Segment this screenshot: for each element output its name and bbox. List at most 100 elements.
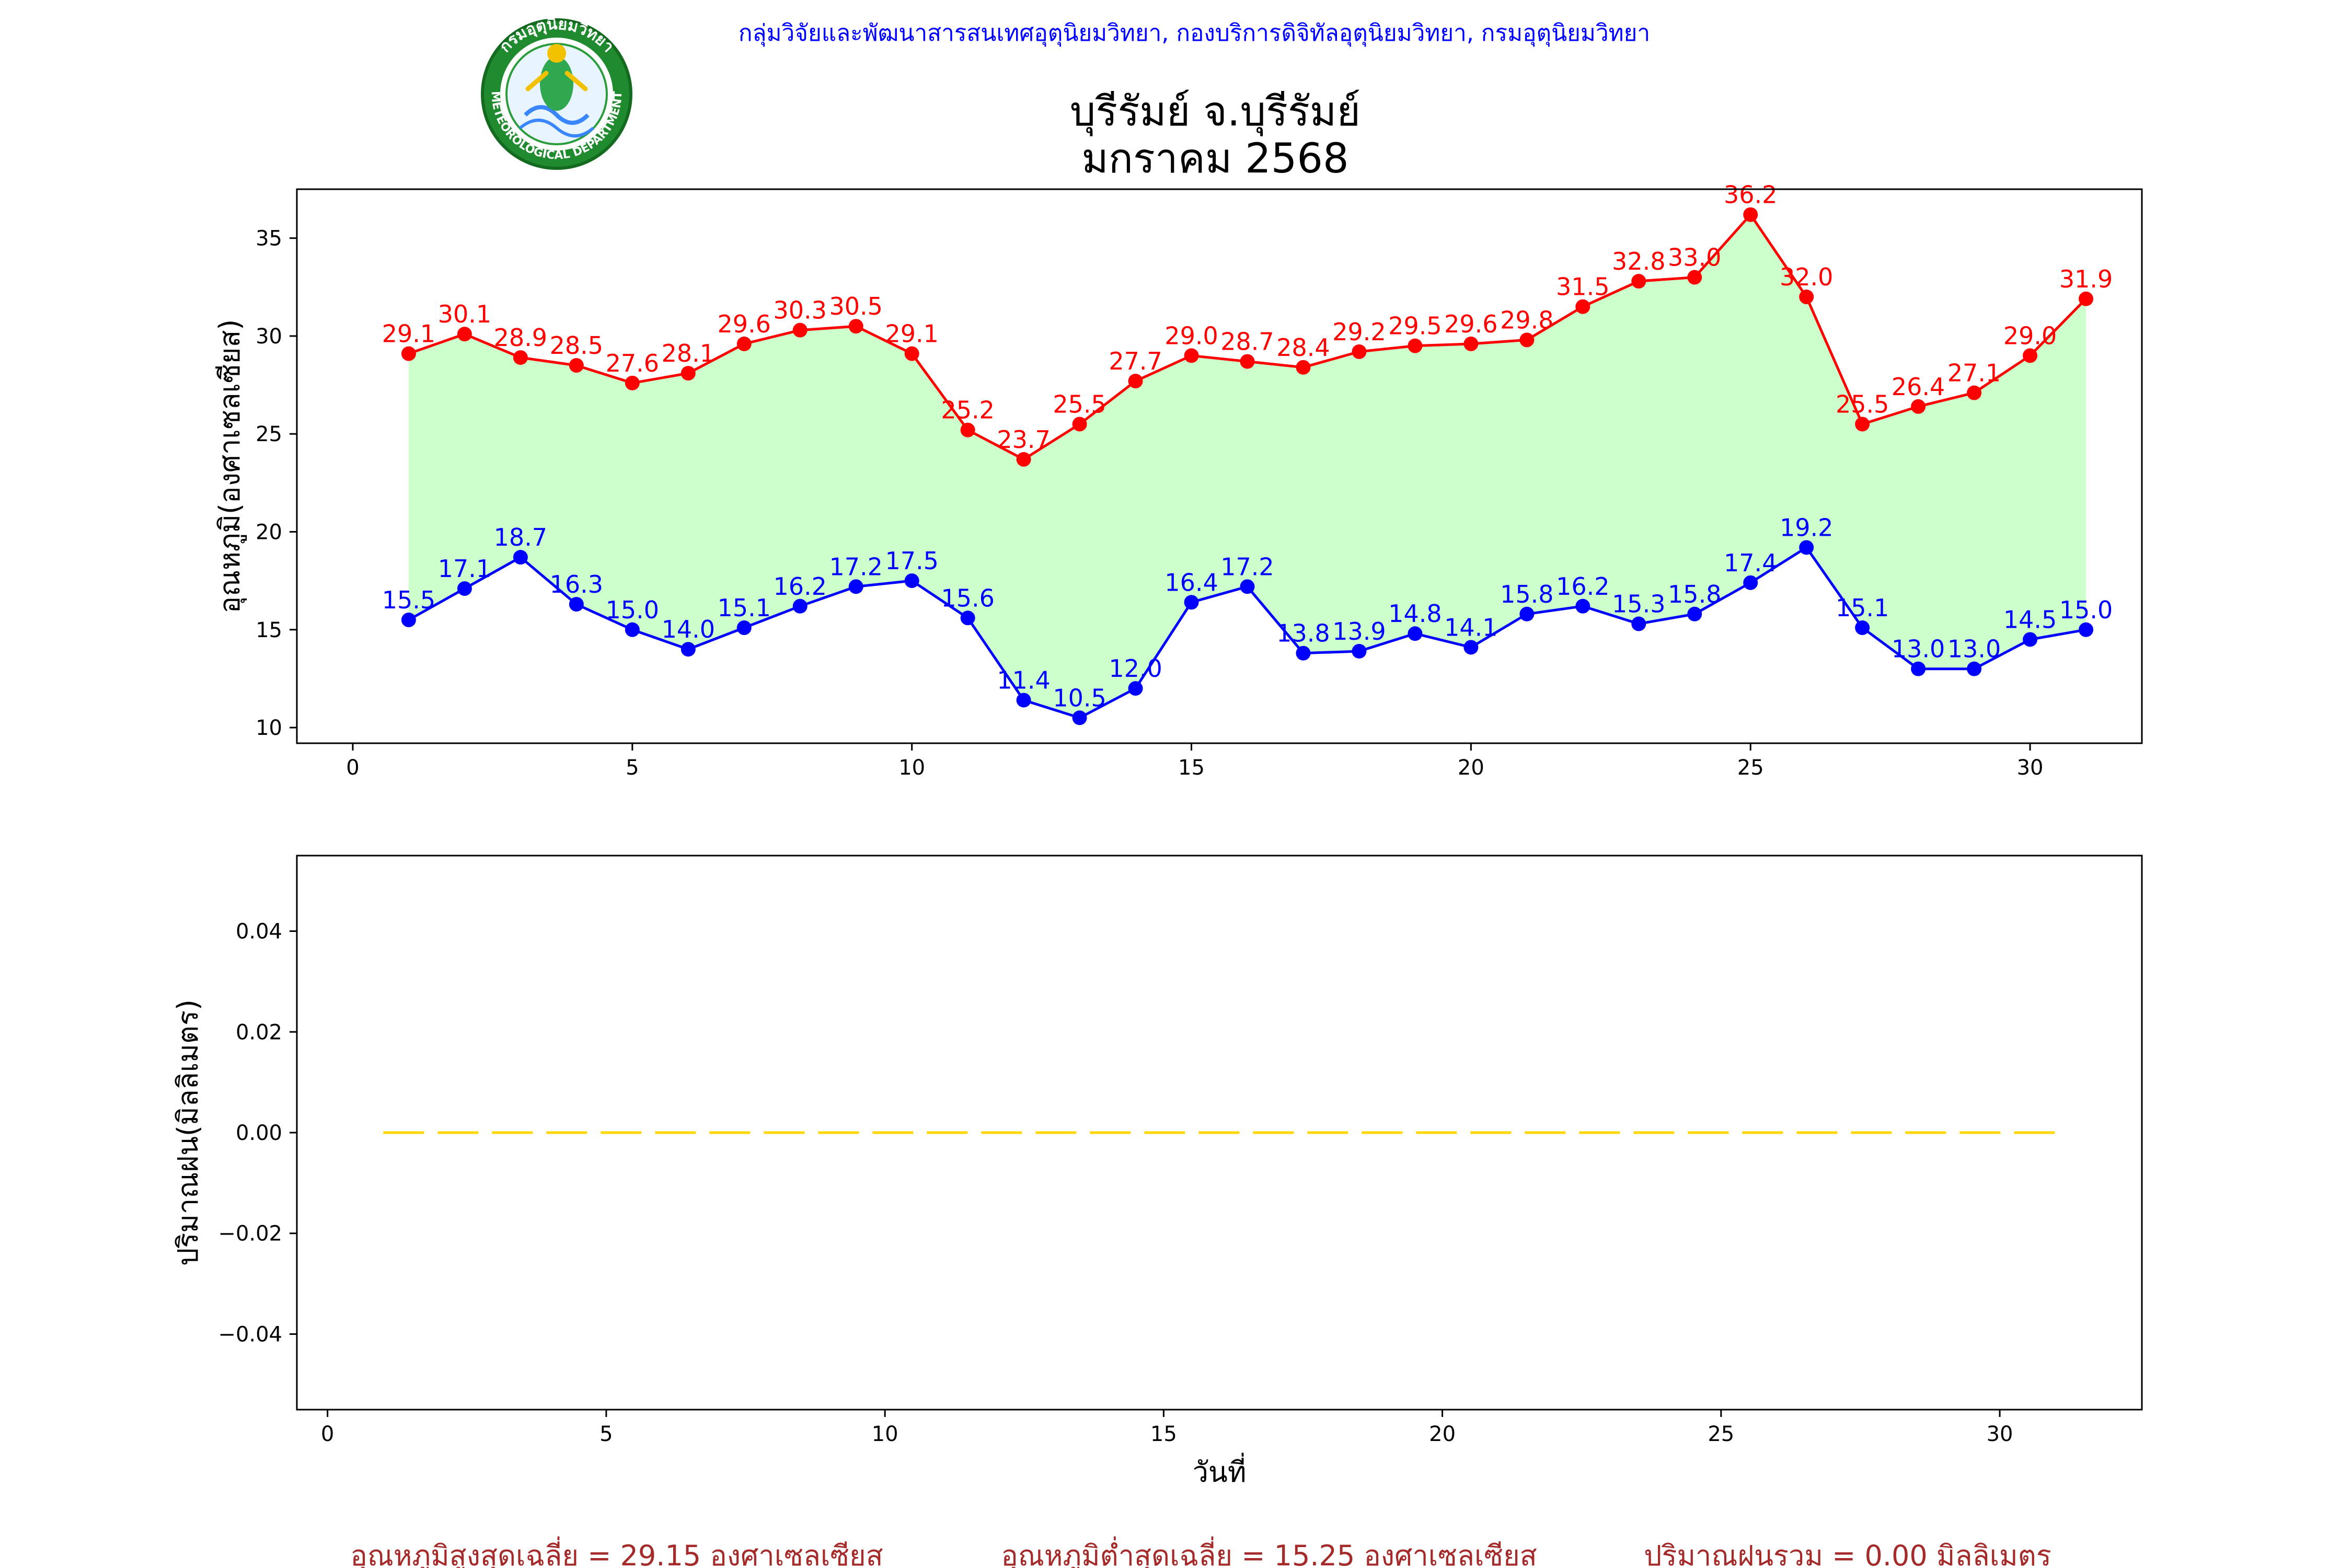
min-temp-data-label: 14.1 — [1444, 613, 1497, 641]
min-temp-data-label: 15.8 — [1500, 580, 1553, 608]
min-temp-point — [1408, 626, 1423, 641]
max-temp-data-label: 29.8 — [1500, 306, 1553, 334]
max-temp-point — [1687, 270, 1702, 285]
rainfall-y-axis: −0.04 −0.02 0.00 0.02 0.04 — [218, 920, 297, 1346]
max-temp-data-label: 29.1 — [382, 320, 435, 348]
min-temp-data-label: 17.2 — [1220, 552, 1274, 581]
min-temp-point — [1352, 643, 1367, 659]
min-temp-data-label: 11.4 — [997, 666, 1050, 695]
max-temp-point — [848, 319, 863, 334]
min-temp-point — [1687, 606, 1702, 621]
max-temp-data-label: 29.5 — [1388, 312, 1442, 340]
x-tick-label: 10 — [872, 1422, 898, 1446]
tmd-logo: กรมอุตุนิยมวิทยา METEOROLOGICAL DEPARTME… — [481, 15, 632, 170]
temperature-fill-area — [408, 214, 2086, 718]
max-temp-point — [960, 422, 975, 437]
max-temp-data-label: 28.4 — [1276, 333, 1330, 362]
min-temp-data-label: 13.0 — [1947, 635, 2001, 663]
max-temp-data-label: 29.0 — [2003, 321, 2057, 350]
max-temp-point — [1855, 417, 1870, 432]
temperature-plot: 29.130.128.9 28.527.6 28.129.6 30.3 30.529.1… — [213, 181, 2143, 780]
max-temp-point — [1352, 344, 1367, 359]
x-tick-label: 20 — [1429, 1422, 1456, 1446]
max-temp-data-label: 30.3 — [774, 296, 827, 325]
max-temp-point — [1296, 360, 1311, 375]
min-temp-point — [625, 622, 640, 637]
chart-title-line2: มกราคม 2568 — [1081, 135, 1348, 182]
max-temp-point — [569, 358, 584, 373]
max-temp-data-label: 27.7 — [1109, 347, 1162, 375]
min-temp-data-label: 12.0 — [1109, 654, 1162, 683]
max-temp-point — [513, 350, 528, 365]
min-temp-point — [1519, 606, 1535, 621]
min-temp-data-label: 16.2 — [774, 572, 827, 601]
min-temp-data-label: 15.1 — [718, 594, 771, 622]
temperature-markers — [401, 207, 2094, 725]
max-temp-data-label: 28.1 — [662, 339, 715, 367]
min-temp-point — [2079, 622, 2094, 637]
min-temp-point — [1463, 640, 1479, 655]
max-temp-data-label: 27.6 — [606, 349, 659, 377]
temperature-x-axis: 0 5 10 15 20 25 30 — [346, 743, 2044, 780]
max-temp-point — [1072, 417, 1087, 432]
max-temp-data-label: 28.9 — [494, 324, 547, 352]
min-temp-data-label: 13.8 — [1276, 619, 1330, 648]
y-tick-label: −0.04 — [218, 1322, 282, 1346]
min-temp-data-label: 15.3 — [1612, 590, 1665, 618]
min-temp-point — [1296, 645, 1311, 661]
max-temp-data-label: 33.0 — [1668, 244, 1721, 272]
max-temp-point — [625, 375, 640, 390]
temperature-y-axis: 10 15 20 25 30 35 — [256, 227, 297, 740]
min-temp-data-label: 15.1 — [1836, 594, 1889, 622]
min-temp-data-label: 17.1 — [438, 555, 491, 583]
y-tick-label: 0.00 — [236, 1121, 282, 1145]
max-temp-data-label: 25.2 — [941, 396, 994, 424]
total-rain-summary: ปริมาณฝนรวม = 0.00 มิลลิเมตร — [1644, 1539, 2051, 1568]
min-temp-point — [681, 642, 696, 657]
max-temp-data-label: 29.1 — [885, 320, 938, 348]
min-temp-data-label: 10.5 — [1053, 684, 1106, 712]
rainfall-plot: 0 5 10 15 20 25 30 −0.04 −0.02 0.00 0.02 0.04 ปริม… — [171, 855, 2143, 1489]
max-temp-point — [2079, 291, 2094, 306]
max-temp-data-label: 32.8 — [1612, 247, 1665, 275]
min-temp-data-label: 14.5 — [2003, 605, 2057, 633]
max-temp-point — [1128, 374, 1143, 389]
min-temp-point — [457, 581, 472, 596]
y-tick-label: 0.02 — [236, 1020, 282, 1044]
min-temp-point — [401, 613, 416, 628]
x-tick-label: 5 — [626, 756, 639, 780]
max-temp-point — [1408, 338, 1423, 353]
min-temp-data-label: 14.0 — [662, 615, 715, 643]
min-temp-data-label: 19.2 — [1780, 513, 1833, 541]
min-temp-point — [1575, 598, 1590, 614]
x-tick-label: 10 — [898, 756, 925, 780]
avg-min-temp-summary: อุณหภูมิต่ำสุดเฉลี่ย = 15.25 องศาเซลเซีย… — [1001, 1536, 1537, 1568]
min-temp-point — [1799, 540, 1814, 555]
x-tick-label: 30 — [1987, 1422, 2013, 1446]
min-temp-point — [1855, 620, 1870, 636]
max-temp-point — [2023, 348, 2038, 363]
max-temp-data-label: 29.2 — [1332, 318, 1386, 346]
min-temp-point — [1631, 616, 1646, 631]
max-temp-data-label: 29.6 — [718, 310, 771, 338]
max-temp-point — [681, 366, 696, 381]
max-temp-data-label: 23.7 — [997, 425, 1050, 454]
avg-max-temp-summary: อุณหภูมิสูงสุดเฉลี่ย = 29.15 องศาเซลเซีย… — [350, 1536, 883, 1568]
min-temp-point — [2023, 632, 2038, 647]
max-temp-data-label: 25.5 — [1836, 390, 1889, 418]
max-temp-data-label: 32.0 — [1780, 263, 1833, 291]
max-temp-point — [1575, 299, 1590, 314]
max-temp-point — [1463, 336, 1479, 351]
max-temp-point — [1631, 274, 1646, 289]
max-temp-point — [1240, 354, 1255, 369]
min-temp-data-label: 13.9 — [1332, 617, 1386, 645]
x-tick-label: 0 — [346, 756, 359, 780]
max-temp-data-label: 29.6 — [1444, 310, 1497, 338]
max-temp-data-label: 30.5 — [829, 292, 882, 320]
max-temp-point — [1519, 332, 1535, 348]
max-temp-point — [1184, 348, 1199, 363]
max-temp-data-label: 28.7 — [1220, 328, 1274, 356]
max-temp-point — [1743, 207, 1758, 222]
max-temp-data-label: 25.5 — [1053, 390, 1106, 418]
